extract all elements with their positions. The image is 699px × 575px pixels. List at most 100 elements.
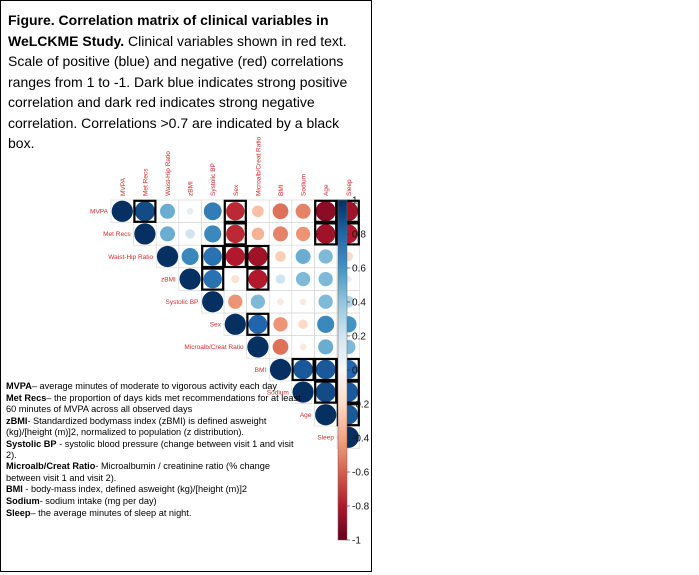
definition-entry: Microalb/Creat Ratio- Microalbumin / cre… bbox=[6, 461, 306, 483]
correlation-circle bbox=[203, 202, 222, 221]
correlation-circle bbox=[226, 224, 245, 244]
strong-correlation-box bbox=[246, 244, 270, 269]
definition-entry: Met Recs– the proportion of days kids me… bbox=[6, 393, 306, 415]
colorbar bbox=[337, 199, 348, 541]
definition-term: BMI bbox=[6, 484, 23, 495]
correlation-circle bbox=[295, 203, 311, 219]
correlation-circle bbox=[299, 343, 307, 351]
definition-term: Sodium bbox=[6, 496, 40, 507]
row-label: Waist-Hip Ratio bbox=[108, 254, 153, 261]
column-label: Met Recs bbox=[142, 168, 149, 196]
correlation-circle bbox=[252, 205, 264, 218]
row-label: Sex bbox=[210, 322, 222, 329]
definition-entry: MVPA– average minutes of moderate to vig… bbox=[6, 381, 306, 392]
colorbar-tick-label: 0.8 bbox=[352, 230, 366, 241]
strong-correlation-box bbox=[314, 357, 338, 382]
strong-correlation-box bbox=[223, 244, 247, 269]
definition-text: – the proportion of days kids met recomm… bbox=[6, 392, 301, 414]
correlation-circle bbox=[272, 226, 289, 242]
definition-entry: Sodium- sodium intake (mg per day) bbox=[6, 496, 306, 507]
column-label: MVPA bbox=[120, 177, 127, 196]
correlation-circle bbox=[298, 319, 308, 330]
correlation-circle bbox=[315, 201, 336, 222]
strong-correlation-box bbox=[314, 222, 338, 246]
row-label: Met Recs bbox=[103, 231, 131, 238]
column-label: Sleep bbox=[346, 179, 353, 196]
correlation-circle bbox=[295, 226, 311, 242]
definition-entry: Sleep– the average minutes of sleep at n… bbox=[6, 508, 306, 519]
correlation-circle bbox=[134, 201, 155, 222]
correlation-circle bbox=[203, 269, 222, 289]
correlation-circle bbox=[272, 203, 289, 220]
column-label: Age bbox=[323, 184, 330, 196]
definition-term: MVPA bbox=[6, 381, 32, 391]
correlation-circle bbox=[315, 382, 336, 403]
colorbar-tick-label: 1 bbox=[352, 196, 358, 207]
correlation-circle bbox=[228, 294, 243, 309]
strong-correlation-box bbox=[314, 199, 338, 223]
caption-body: Clinical variables shown in red text. Sc… bbox=[8, 32, 348, 152]
definition-entry: Systolic BP - systolic blood pressure (c… bbox=[6, 439, 306, 461]
colorbar-tick-label: -0.8 bbox=[352, 502, 370, 513]
definition-text: - body-mass index, defined asweight (kg)… bbox=[22, 484, 248, 495]
correlation-circle bbox=[225, 247, 245, 266]
correlation-circle bbox=[231, 274, 240, 284]
definition-entry: zBMI- Standardized bodymass index (zBMI)… bbox=[6, 416, 306, 438]
colorbar-tick-label: 0.2 bbox=[352, 332, 366, 343]
column-label: Sex bbox=[233, 184, 240, 196]
column-label: Waist-Hip Ratio bbox=[165, 151, 172, 196]
definition-term: Met Recs bbox=[6, 392, 47, 403]
correlation-circle bbox=[299, 298, 307, 306]
strong-correlation-box bbox=[201, 244, 225, 269]
correlation-circle bbox=[202, 291, 224, 313]
correlation-circle bbox=[318, 339, 334, 355]
strong-correlation-box bbox=[314, 380, 338, 404]
strong-correlation-box bbox=[223, 222, 247, 246]
colorbar-tick-label: 0.4 bbox=[352, 298, 366, 309]
correlation-circle bbox=[277, 298, 284, 306]
correlation-circle bbox=[181, 247, 199, 266]
correlation-circle bbox=[317, 315, 335, 333]
colorbar-tick-label: -0.6 bbox=[352, 468, 370, 479]
row-label: Sodium bbox=[267, 389, 289, 396]
definition-text: - Standardized bodymass index (zBMI) is … bbox=[6, 415, 267, 437]
correlation-circle bbox=[250, 294, 266, 309]
correlation-circle bbox=[292, 381, 314, 403]
colorbar-tick-label: -0.4 bbox=[352, 434, 370, 445]
definition-term: Systolic BP bbox=[6, 438, 57, 449]
figure-caption: Figure. Correlation matrix of clinical v… bbox=[8, 10, 368, 154]
correlation-circle bbox=[203, 247, 222, 266]
correlation-circle bbox=[248, 314, 268, 334]
row-label: Microalb/Creat Ratio bbox=[184, 344, 244, 351]
correlation-circle bbox=[204, 225, 222, 243]
row-label: Age bbox=[300, 412, 312, 419]
column-label: Microalb/Creat Ratio bbox=[255, 136, 262, 196]
row-label: MVPA bbox=[90, 209, 109, 216]
column-label: Sodium bbox=[301, 174, 308, 196]
strong-correlation-box bbox=[246, 312, 270, 336]
correlation-circle bbox=[318, 271, 333, 287]
row-label: Sleep bbox=[317, 435, 334, 442]
definition-text: - Microalbumin / creatinine ratio (% cha… bbox=[6, 461, 270, 483]
correlation-circle bbox=[315, 224, 336, 244]
colorbar-tick-label: 0 bbox=[352, 366, 358, 377]
correlation-circle bbox=[275, 251, 286, 262]
definition-term: zBMI bbox=[6, 415, 28, 426]
correlation-circle bbox=[159, 226, 176, 242]
correlation-circle bbox=[248, 269, 268, 289]
correlation-matrix-chart: MVPA Met Recs Waist-Hip Ratio zBMI Systolic … bbox=[90, 136, 370, 547]
correlation-circle bbox=[273, 317, 288, 332]
definition-text: – the average minutes of sleep at night. bbox=[30, 507, 192, 518]
correlation-circle bbox=[251, 227, 265, 241]
colorbar-tick-label: -1 bbox=[352, 536, 361, 547]
column-label: Systolic BP bbox=[210, 163, 217, 196]
strong-correlation-box bbox=[246, 267, 270, 291]
definition-text: - sodium intake (mg per day) bbox=[39, 496, 157, 507]
strong-correlation-box bbox=[133, 199, 157, 223]
colorbar-tick-label: -0.2 bbox=[352, 400, 370, 411]
correlation-circle bbox=[179, 268, 201, 290]
definition-text: - systolic blood pressure (change betwee… bbox=[6, 438, 294, 460]
column-label: BMI bbox=[278, 184, 285, 196]
matrix-circles bbox=[111, 200, 359, 448]
correlation-circle bbox=[111, 200, 133, 222]
